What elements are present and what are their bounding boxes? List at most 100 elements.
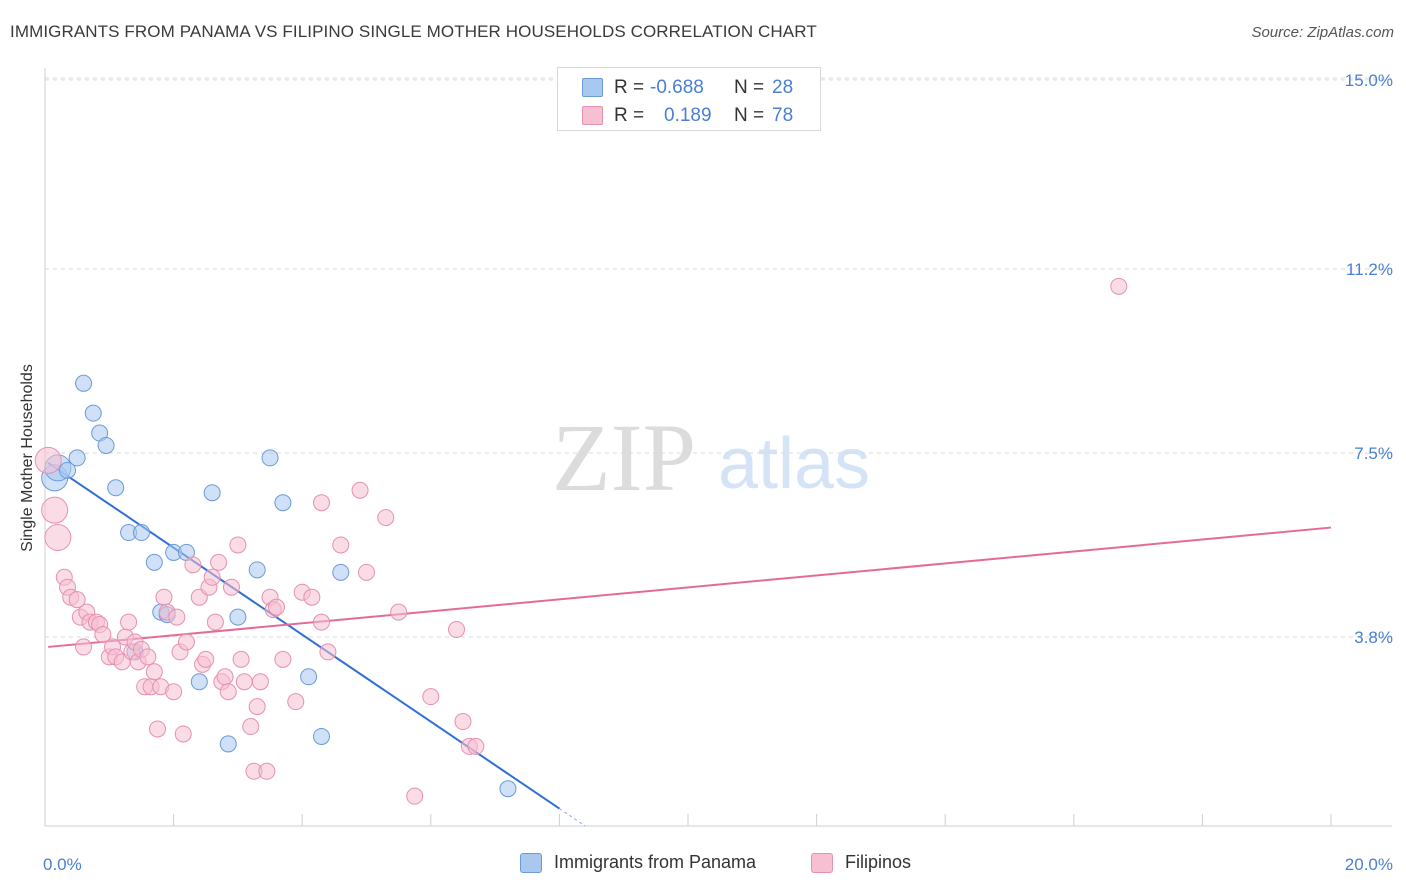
filipino-n-value: 78 — [772, 105, 794, 126]
panama-point — [499, 780, 517, 798]
panama-point — [229, 608, 247, 626]
data-points — [34, 277, 1128, 805]
panama-point — [97, 436, 115, 454]
filipino-point — [203, 568, 221, 586]
filipino-point — [34, 446, 62, 474]
panama-point — [203, 484, 221, 502]
filipino-point — [229, 536, 247, 554]
filipino-point — [222, 578, 240, 596]
panama-n-value: 28 — [772, 77, 794, 98]
watermark: ZIP atlas — [552, 404, 870, 511]
panama-n-label: N = — [734, 77, 765, 98]
panama-point — [68, 449, 86, 467]
filipino-r-label: R = — [614, 105, 645, 126]
stats-row-filipino: R = 0.189 N = 78 — [558, 102, 820, 130]
axes — [44, 68, 1392, 827]
filipino-point — [139, 648, 157, 666]
chart-title: IMMIGRANTS FROM PANAMA VS FILIPINO SINGL… — [10, 22, 817, 41]
legend-panama-swatch — [520, 853, 542, 873]
panama-r-value: -0.688 — [650, 77, 704, 98]
filipino-point — [242, 718, 260, 736]
filipino-point — [68, 591, 86, 609]
source-label: Source: ZipAtlas.com — [1251, 24, 1394, 41]
panama-point — [219, 735, 237, 753]
filipino-point — [319, 643, 337, 661]
filipino-point — [44, 524, 72, 552]
filipino-point — [75, 638, 93, 656]
filipino-point — [274, 650, 292, 668]
filipino-point — [94, 626, 112, 643]
filipino-swatch — [582, 106, 603, 125]
panama-point — [248, 561, 266, 579]
filipino-point — [467, 737, 485, 755]
filipino-point — [312, 613, 330, 631]
filipino-point — [312, 494, 330, 512]
panama-point — [332, 563, 350, 581]
panama-point — [145, 553, 163, 571]
filipino-point — [251, 673, 269, 691]
filipino-point — [174, 725, 192, 743]
filipino-n-label: N = — [734, 105, 765, 126]
y-tick-label: 7.5% — [1354, 444, 1393, 463]
filipino-point — [206, 613, 224, 631]
filipino-point — [219, 683, 237, 701]
filipino-point — [235, 673, 253, 691]
panama-point — [300, 668, 318, 686]
filipino-point — [197, 650, 215, 668]
panama-point — [75, 374, 93, 392]
x-tick-label: 20.0% — [1345, 855, 1393, 874]
y-tick-label: 3.8% — [1354, 628, 1393, 647]
grid-lines — [45, 77, 1392, 638]
panama-point — [59, 461, 77, 479]
panama-point — [132, 524, 150, 542]
panama-point — [84, 404, 102, 422]
panama-point — [107, 479, 125, 497]
panama-r-label: R = — [614, 77, 645, 98]
panama-point — [274, 494, 292, 512]
y-tick-label: 15.0% — [1345, 71, 1393, 90]
filipino-point — [149, 720, 167, 738]
filipino-point — [145, 663, 163, 681]
panama-trend-extension — [559, 808, 586, 827]
filipino-point — [267, 598, 285, 616]
filipino-point — [287, 693, 305, 711]
panama-swatch — [582, 78, 603, 97]
filipino-point — [248, 698, 266, 716]
filipino-r-value: 0.189 — [664, 105, 712, 126]
filipino-point — [303, 588, 321, 606]
filipino-point — [184, 556, 202, 574]
trend-lines — [47, 462, 1332, 827]
filipino-point — [406, 787, 424, 805]
tick-labels: 3.8% 7.5% 11.2% 15.0% 0.0% 20.0% — [43, 71, 1393, 874]
filipino-point — [258, 762, 276, 780]
legend-filipino-label: Filipinos — [845, 852, 912, 872]
panama-point — [261, 449, 279, 467]
filipino-point — [165, 683, 183, 701]
filipino-trend-line — [48, 526, 1332, 648]
filipino-point — [168, 608, 186, 626]
filipino-point — [1110, 277, 1128, 295]
filipino-point — [377, 509, 395, 527]
filipino-point — [155, 588, 173, 606]
legend-filipino-swatch — [811, 853, 833, 873]
watermark-atlas: atlas — [718, 424, 870, 504]
filipino-point — [390, 603, 408, 621]
filipino-point — [332, 536, 350, 554]
filipino-point — [351, 481, 369, 499]
y-tick-label: 11.2% — [1346, 260, 1393, 279]
filipino-point — [232, 650, 250, 668]
legend-panama-label: Immigrants from Panama — [554, 852, 757, 872]
watermark-zip: ZIP — [552, 404, 696, 511]
filipino-point — [177, 633, 195, 651]
filipino-point — [210, 553, 228, 571]
filipino-point — [422, 688, 440, 706]
panama-point — [312, 727, 330, 745]
panama-point — [190, 673, 208, 691]
filipino-point — [216, 668, 234, 686]
correlation-stats-box: R = -0.688 N = 28 R = 0.189 N = 78 — [557, 67, 821, 131]
filipino-point — [41, 496, 69, 524]
filipino-point — [454, 713, 472, 731]
filipino-point — [358, 563, 375, 581]
filipino-point — [120, 613, 138, 631]
